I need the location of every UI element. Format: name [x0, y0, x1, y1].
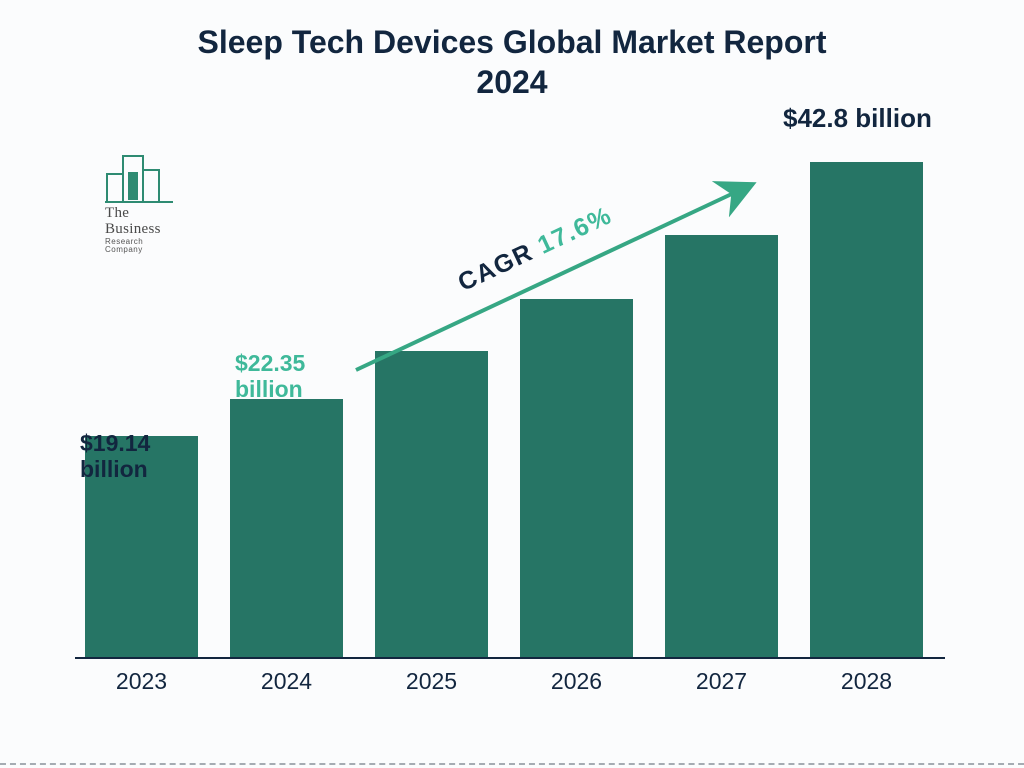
x-label-2028: 2028: [810, 668, 923, 695]
bar-2024: [230, 399, 343, 657]
title-line-1: Sleep Tech Devices Global Market Report: [198, 24, 827, 60]
x-label-2025: 2025: [375, 668, 488, 695]
value-2028-text: $42.8 billion: [783, 103, 932, 133]
x-label-2023: 2023: [85, 668, 198, 695]
growth-arrow: [348, 170, 768, 380]
value-2024-unit: billion: [235, 376, 303, 402]
x-label-2027: 2027: [665, 668, 778, 695]
x-label-2026: 2026: [520, 668, 633, 695]
bar-2025: [375, 351, 488, 657]
value-2023-amount: $19.14: [80, 430, 150, 456]
x-axis-baseline: [75, 657, 945, 659]
value-label-2023: $19.14 billion: [80, 430, 150, 483]
value-label-2028: $42.8 billion: [783, 104, 932, 134]
value-label-2024: $22.35 billion: [235, 350, 305, 403]
footer-divider: [0, 763, 1024, 765]
chart-title: Sleep Tech Devices Global Market Report …: [0, 22, 1024, 102]
x-label-2024: 2024: [230, 668, 343, 695]
value-2024-amount: $22.35: [235, 350, 305, 376]
bar-2028: [810, 162, 923, 657]
value-2023-unit: billion: [80, 456, 148, 482]
title-line-2: 2024: [476, 64, 547, 100]
